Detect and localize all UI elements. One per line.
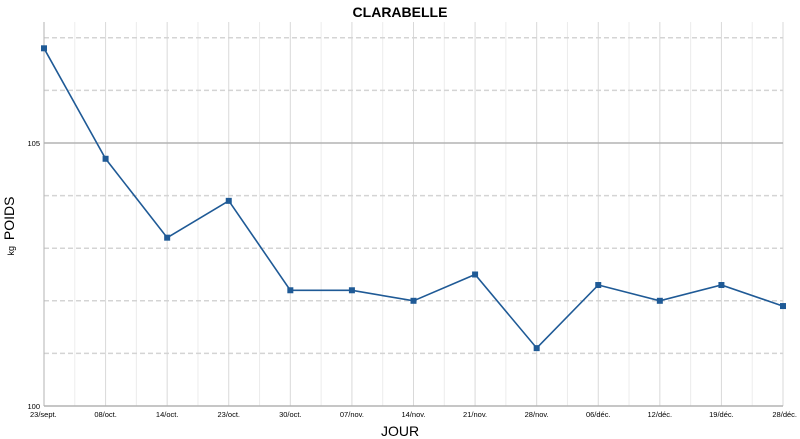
x-tick-label: 08/oct.: [94, 410, 117, 419]
data-point: [410, 297, 417, 304]
y-axis-title-group: kg POIDS: [1, 197, 17, 256]
x-tick-labels: 23/sept. 08/oct. 14/oct. 23/oct. 30/oct. 07/n…: [30, 410, 797, 419]
data-point: [718, 282, 725, 289]
data-point: [164, 234, 171, 241]
x-tick-label: 28/déc.: [772, 410, 797, 419]
x-tick-label: 30/oct.: [279, 410, 302, 419]
x-tick-label: 23/oct.: [217, 410, 240, 419]
x-tick-label: 23/sept.: [30, 410, 57, 419]
x-tick-label: 14/oct.: [156, 410, 179, 419]
x-tick-label: 06/déc.: [586, 410, 611, 419]
data-point: [41, 45, 47, 52]
data-point: [780, 303, 786, 310]
y-tick-label: 100: [27, 402, 40, 411]
x-tick-label: 19/déc.: [709, 410, 734, 419]
data-point: [348, 287, 355, 294]
y-axis-title: POIDS: [1, 197, 17, 241]
x-tick-label: 14/nov.: [401, 410, 425, 419]
data-point: [287, 287, 294, 294]
data-point: [595, 282, 602, 289]
y-tick-label: 105: [27, 139, 40, 148]
data-point: [472, 271, 479, 278]
svg-text:kg POIDS: kg POIDS: [1, 197, 17, 256]
x-tick-label: 21/nov.: [463, 410, 487, 419]
data-point: [102, 155, 109, 162]
data-point: [225, 197, 232, 204]
grid: [43, 22, 784, 407]
x-tick-label: 12/déc.: [648, 410, 673, 419]
series: [41, 45, 786, 352]
chart-title: CLARABELLE: [353, 4, 448, 20]
x-tick-label: 28/nov.: [525, 410, 549, 419]
y-tick-labels: 100 105: [27, 139, 40, 411]
y-axis-unit: kg: [6, 246, 16, 256]
x-axis-title: JOUR: [381, 423, 419, 439]
data-point: [656, 297, 663, 304]
data-point: [533, 345, 540, 352]
x-tick-label: 07/nov.: [340, 410, 364, 419]
